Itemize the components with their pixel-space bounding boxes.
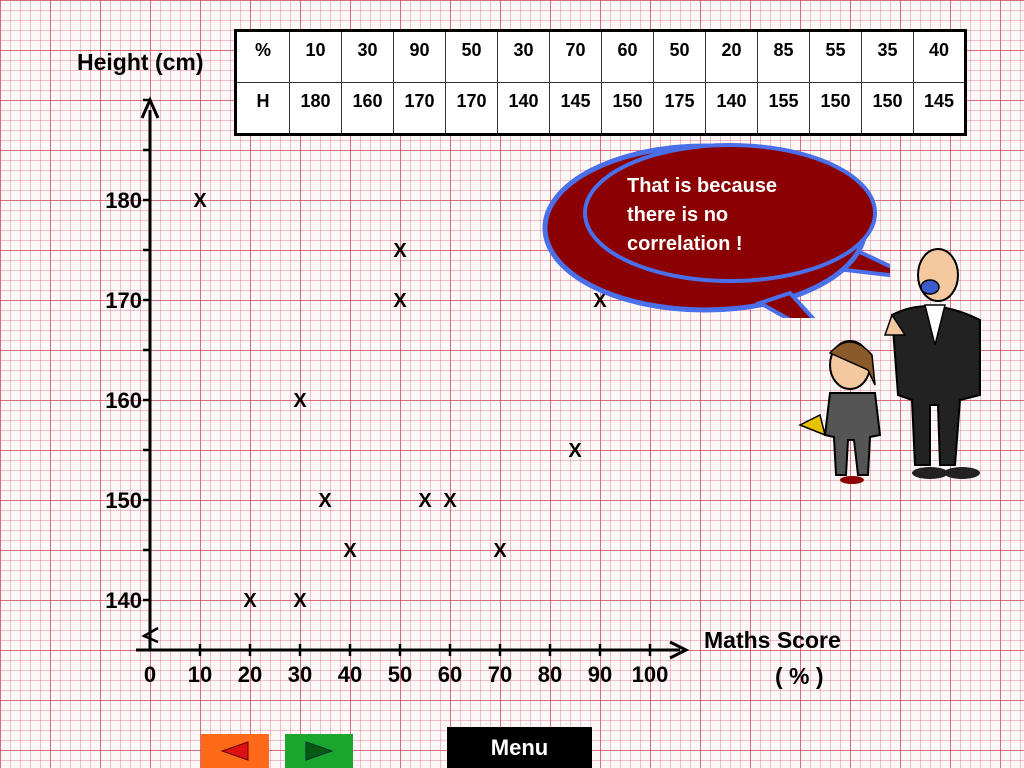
y-tick-label: 150 bbox=[105, 488, 142, 513]
data-point: X bbox=[593, 290, 607, 312]
table-cell: 150 bbox=[809, 82, 862, 135]
bell-icon bbox=[798, 413, 827, 437]
tall-man-illustration bbox=[883, 248, 981, 479]
table-row-height: H 180 160 170 170 140 145 150 175 140 15… bbox=[235, 82, 966, 135]
table-cell: 60 bbox=[601, 30, 654, 83]
data-point: X bbox=[193, 190, 207, 212]
x-tick-label: 30 bbox=[288, 662, 312, 687]
data-point: X bbox=[393, 290, 407, 312]
table-row-header: H bbox=[235, 82, 290, 135]
table-row-header: % bbox=[235, 30, 290, 83]
data-point: X bbox=[343, 540, 357, 562]
small-man-illustration bbox=[798, 340, 882, 484]
x-tick-label: 50 bbox=[388, 662, 412, 687]
table-cell: 145 bbox=[549, 82, 602, 135]
x-tick-label: 90 bbox=[588, 662, 612, 687]
table-cell: 70 bbox=[549, 30, 602, 83]
table-cell: 40 bbox=[913, 30, 966, 83]
table-row-percent: % 10 30 90 50 30 70 60 50 20 85 55 35 40 bbox=[235, 30, 966, 83]
x-tick-label: 60 bbox=[438, 662, 462, 687]
speech-line: correlation ! bbox=[627, 233, 743, 255]
menu-button[interactable]: Menu bbox=[447, 727, 592, 768]
speech-bubble bbox=[542, 143, 890, 318]
data-point: X bbox=[318, 490, 332, 512]
y-tick-label: 180 bbox=[105, 188, 142, 213]
triangle-left-icon bbox=[220, 741, 249, 761]
x-axis-unit: ( % ) bbox=[775, 663, 824, 689]
table-cell: 85 bbox=[757, 30, 810, 83]
y-axis-title: Height (cm) bbox=[77, 49, 204, 75]
table-cell: 155 bbox=[757, 82, 810, 135]
x-axis-title: Maths Score bbox=[704, 627, 841, 653]
data-point: X bbox=[393, 240, 407, 262]
speech-line: That is because bbox=[627, 175, 778, 197]
table-cell: 50 bbox=[445, 30, 498, 83]
x-tick-label: 0 bbox=[144, 662, 156, 687]
cartoon-characters bbox=[798, 248, 981, 484]
table-cell: 30 bbox=[497, 30, 550, 83]
table-cell: 20 bbox=[705, 30, 758, 83]
table-cell: 50 bbox=[653, 30, 706, 83]
table-cell: 145 bbox=[913, 82, 966, 135]
x-ticks: 0 10 20 30 40 50 60 70 80 90 100 bbox=[144, 644, 668, 687]
table-cell: 90 bbox=[393, 30, 446, 83]
x-tick-label: 80 bbox=[538, 662, 562, 687]
data-point: X bbox=[243, 590, 257, 612]
table-cell: 10 bbox=[289, 30, 342, 83]
axis-break-mark bbox=[141, 626, 159, 644]
data-point: X bbox=[293, 390, 307, 412]
table-cell: 180 bbox=[289, 82, 342, 135]
previous-button[interactable] bbox=[201, 734, 269, 768]
x-tick-label: 10 bbox=[188, 662, 212, 687]
table-cell: 30 bbox=[341, 30, 394, 83]
y-tick-label: 170 bbox=[105, 288, 142, 313]
table-cell: 175 bbox=[653, 82, 706, 135]
data-point: X bbox=[443, 490, 457, 512]
next-button[interactable] bbox=[285, 734, 353, 768]
x-tick-label: 20 bbox=[238, 662, 262, 687]
data-point: X bbox=[568, 440, 582, 462]
table-cell: 55 bbox=[809, 30, 862, 83]
table-cell: 150 bbox=[861, 82, 914, 135]
table-cell: 35 bbox=[861, 30, 914, 83]
speech-text: That is because there is no correlation … bbox=[627, 172, 857, 259]
x-tick-label: 100 bbox=[632, 662, 669, 687]
x-tick-label: 40 bbox=[338, 662, 362, 687]
y-tick-label: 160 bbox=[105, 388, 142, 413]
x-tick-label: 70 bbox=[488, 662, 512, 687]
table-cell: 170 bbox=[393, 82, 446, 135]
triangle-right-icon bbox=[305, 741, 334, 761]
table-cell: 140 bbox=[497, 82, 550, 135]
data-table: % 10 30 90 50 30 70 60 50 20 85 55 35 40… bbox=[234, 29, 967, 136]
y-ticks: 140 150 160 170 180 bbox=[105, 98, 150, 613]
table-cell: 160 bbox=[341, 82, 394, 135]
data-point: X bbox=[493, 540, 507, 562]
data-point: X bbox=[418, 490, 432, 512]
table-cell: 150 bbox=[601, 82, 654, 135]
x-axis-arrow bbox=[669, 640, 690, 660]
table-cell: 140 bbox=[705, 82, 758, 135]
speech-line: there is no bbox=[627, 204, 729, 226]
table-cell: 170 bbox=[445, 82, 498, 135]
data-point: X bbox=[293, 590, 307, 612]
y-tick-label: 140 bbox=[105, 588, 142, 613]
